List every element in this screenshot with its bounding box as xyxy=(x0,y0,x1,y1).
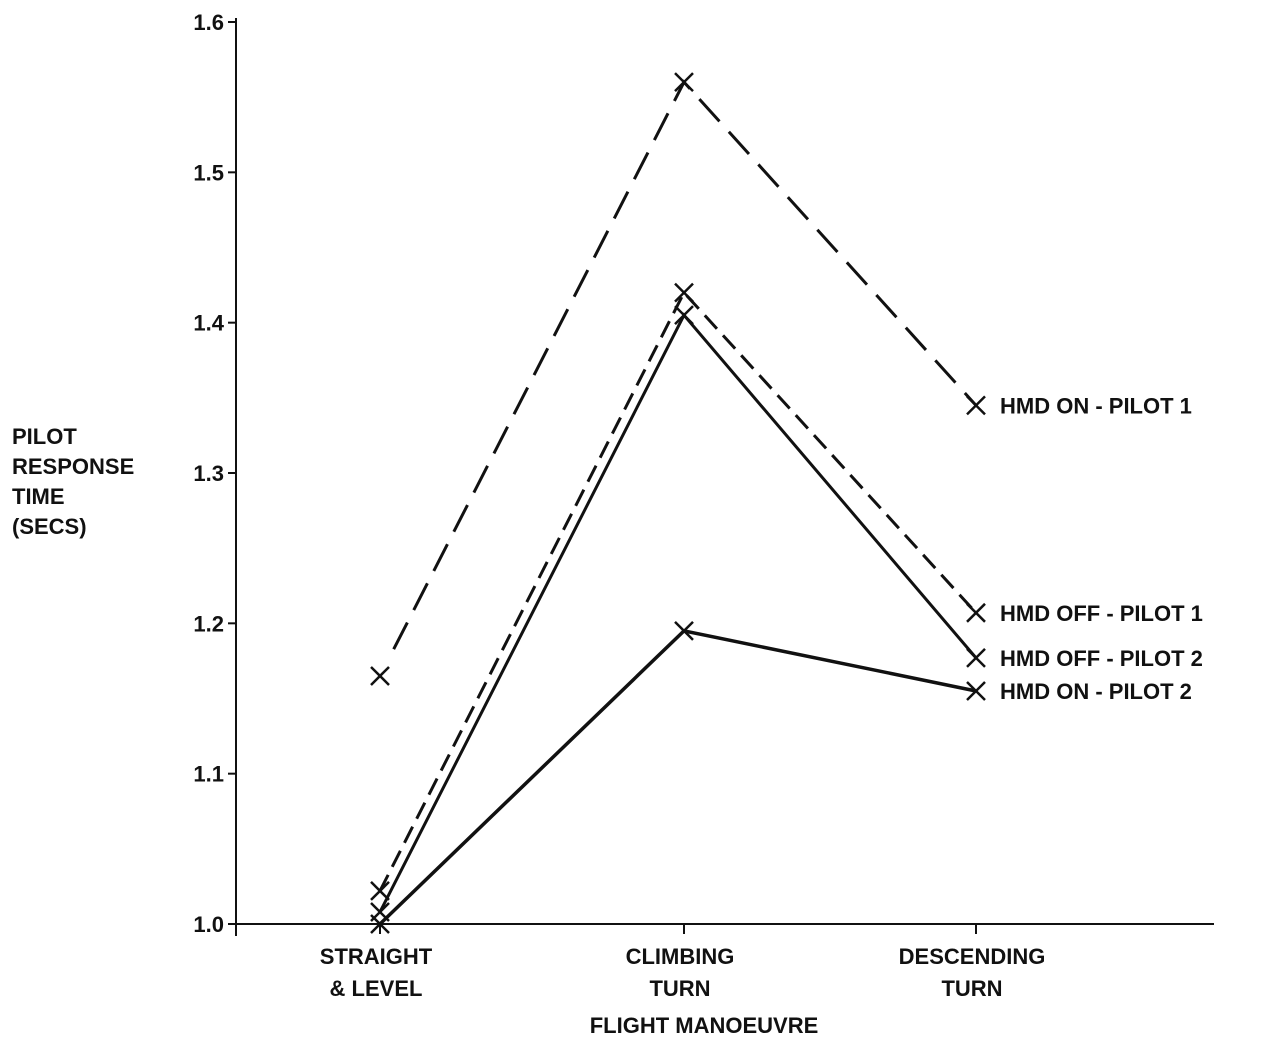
y-axis-title: PILOT xyxy=(12,424,77,449)
y-axis-title: RESPONSE xyxy=(12,454,134,479)
y-tick-label: 1.6 xyxy=(193,10,224,35)
series-label: HMD OFF - PILOT 1 xyxy=(1000,601,1203,626)
data-point-marker xyxy=(674,72,694,93)
series-line-2 xyxy=(378,289,978,892)
y-tick-label: 1.3 xyxy=(193,461,224,486)
y-tick-label: 1.1 xyxy=(193,762,224,787)
data-point-marker xyxy=(674,305,694,326)
x-tick-label: & LEVEL xyxy=(330,976,423,1001)
x-tick-label: CLIMBING xyxy=(626,944,735,969)
series-label: HMD OFF - PILOT 2 xyxy=(1000,646,1203,671)
y-axis-title: (SECS) xyxy=(12,514,87,539)
data-point-marker xyxy=(674,620,694,641)
x-tick-label: DESCENDING xyxy=(899,944,1046,969)
data-point-marker xyxy=(370,881,390,901)
x-tick-label: STRAIGHT xyxy=(320,944,433,969)
y-tick-label: 1.4 xyxy=(193,311,224,336)
data-point-marker xyxy=(966,395,986,416)
data-point-marker xyxy=(370,666,390,686)
series-line-1 xyxy=(392,79,978,650)
series-label: HMD ON - PILOT 2 xyxy=(1000,679,1192,704)
y-tick-label: 1.2 xyxy=(193,611,224,636)
data-point-marker xyxy=(966,681,986,701)
x-axis-title: FLIGHT MANOEUVRE xyxy=(590,1013,819,1038)
series-line-3 xyxy=(378,312,978,913)
data-point-marker xyxy=(674,282,694,303)
series-line-4 xyxy=(378,628,977,926)
y-tick-label: 1.0 xyxy=(193,912,224,937)
y-tick-label: 1.5 xyxy=(193,160,224,185)
data-point-marker xyxy=(370,914,390,934)
series-label: HMD ON - PILOT 1 xyxy=(1000,393,1192,418)
data-point-marker xyxy=(966,602,986,623)
x-tick-label: TURN xyxy=(941,976,1002,1001)
y-axis-title: TIME xyxy=(12,484,65,509)
data-point-marker xyxy=(966,648,986,668)
x-tick-label: TURN xyxy=(649,976,710,1001)
